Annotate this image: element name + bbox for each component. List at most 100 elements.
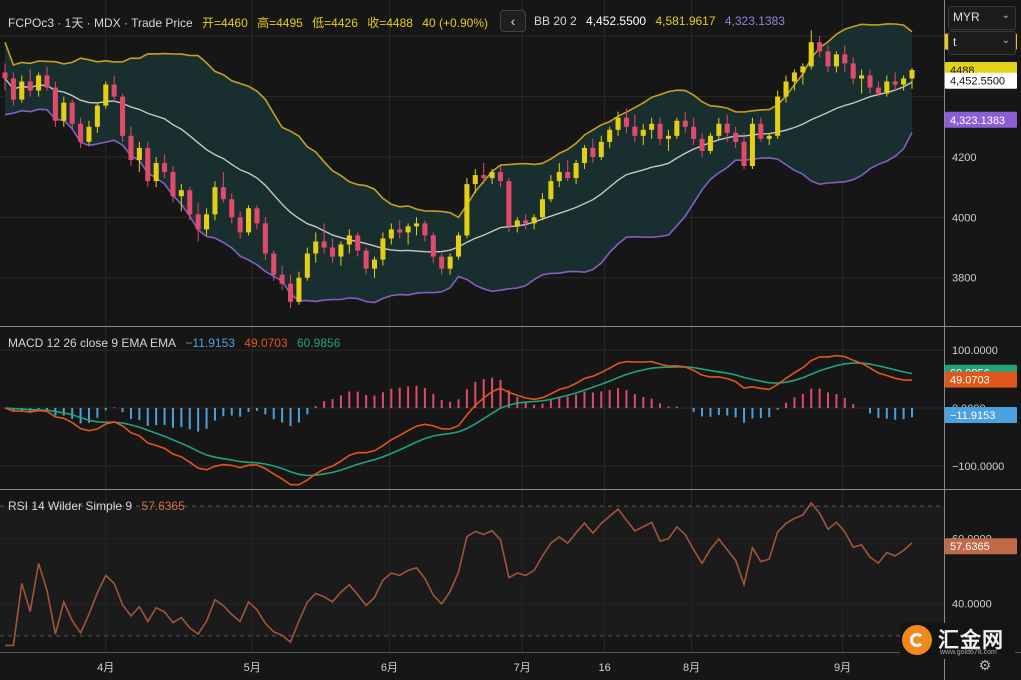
candle-body xyxy=(388,229,394,239)
candle xyxy=(288,274,294,308)
candle-body xyxy=(61,102,67,121)
candle xyxy=(371,256,378,278)
candle xyxy=(145,141,151,188)
candle-body xyxy=(472,175,478,185)
candle xyxy=(556,163,562,188)
candle-body xyxy=(749,123,755,167)
candle-body xyxy=(514,220,520,227)
logo-url: www.gold678.com xyxy=(940,649,997,656)
candle xyxy=(212,181,218,221)
candle xyxy=(321,223,327,254)
candle xyxy=(262,217,268,260)
candle-body xyxy=(69,102,75,124)
candle xyxy=(901,75,907,91)
candle-body xyxy=(27,81,33,91)
candle-body xyxy=(481,175,487,179)
candle-body xyxy=(649,123,655,130)
gear-icon[interactable]: ⚙ xyxy=(978,657,992,673)
y-tick-label: 40.0000 xyxy=(952,598,992,610)
candle-body xyxy=(775,96,781,136)
candle xyxy=(506,178,512,233)
candle-body xyxy=(548,181,554,200)
candle xyxy=(111,75,117,103)
candle xyxy=(439,253,445,275)
candle-body xyxy=(321,241,327,248)
candle xyxy=(455,232,462,260)
macd-legend: MACD 12 26 close 9 EMA EMA −11.9153 49.0… xyxy=(8,336,346,350)
candle-body xyxy=(758,123,764,139)
candle-body xyxy=(313,241,319,254)
candle xyxy=(581,144,587,170)
candle xyxy=(86,120,92,145)
chevron-left-icon: ‹ xyxy=(510,13,516,29)
candle xyxy=(195,202,201,242)
candle xyxy=(733,126,739,148)
open-value: 开=4460 xyxy=(202,16,248,30)
candle-body xyxy=(884,81,890,94)
y-tick-label: 4200 xyxy=(952,152,976,164)
candle-body xyxy=(640,129,646,136)
unit-select[interactable]: t ⌄ xyxy=(948,31,1016,55)
candle xyxy=(355,232,361,257)
candle-body xyxy=(506,181,512,227)
candle xyxy=(61,96,67,127)
candle-body xyxy=(405,226,411,233)
currency-select[interactable]: MYR ⌄ xyxy=(948,6,1016,30)
x-tick-label: 8月 xyxy=(683,662,700,674)
candle xyxy=(791,69,797,91)
candle-body xyxy=(212,187,218,215)
candle-body xyxy=(817,42,823,52)
candle-body xyxy=(162,163,168,173)
candle-body xyxy=(682,120,688,127)
candle xyxy=(716,117,722,139)
candle-body xyxy=(153,163,159,182)
candle xyxy=(892,72,898,91)
candle xyxy=(875,81,881,97)
collapse-chevron-button[interactable]: ‹ xyxy=(500,10,526,32)
candle-body xyxy=(573,163,579,179)
rsi-value-tag-text: 57.6365 xyxy=(950,541,990,553)
y-tick-label: −100.0000 xyxy=(952,461,1004,473)
candle xyxy=(254,205,260,230)
rsi-value: 57.6365 xyxy=(141,499,185,513)
candle-body xyxy=(288,283,294,302)
candle-body xyxy=(783,81,789,97)
high-value: 高=4495 xyxy=(257,16,303,30)
candle xyxy=(246,205,252,236)
candle-body xyxy=(254,208,260,224)
candle-body xyxy=(145,147,151,182)
unit-value: t xyxy=(953,35,957,49)
candle xyxy=(565,159,571,182)
candle-body xyxy=(170,172,176,197)
candle xyxy=(598,135,604,160)
candle-body xyxy=(766,135,772,139)
candle-body xyxy=(531,217,537,224)
candle xyxy=(27,69,33,97)
candle-body xyxy=(539,199,546,218)
candle xyxy=(229,193,235,224)
candle-body xyxy=(892,81,898,85)
rsi-band xyxy=(0,506,944,636)
bb-lower-value: 4,323.1383 xyxy=(724,14,785,28)
candle-body xyxy=(464,184,470,236)
candle-body xyxy=(346,235,352,245)
candle xyxy=(758,117,764,142)
candle xyxy=(623,108,629,133)
macd-signal-value: 60.9856 xyxy=(297,336,341,350)
candle xyxy=(766,132,772,145)
candle-body xyxy=(632,126,638,136)
candle-body xyxy=(111,84,117,97)
candle-body xyxy=(94,105,100,127)
candle xyxy=(69,99,75,130)
candle-body xyxy=(178,190,184,197)
candle-body xyxy=(262,223,268,254)
candle xyxy=(19,75,25,103)
candle xyxy=(682,111,688,133)
candle-body xyxy=(489,172,495,179)
bb-upper-line xyxy=(4,23,913,219)
x-tick-label: 9月 xyxy=(834,662,851,674)
candle xyxy=(204,208,210,236)
candle-body xyxy=(623,117,629,127)
candle xyxy=(388,223,394,245)
